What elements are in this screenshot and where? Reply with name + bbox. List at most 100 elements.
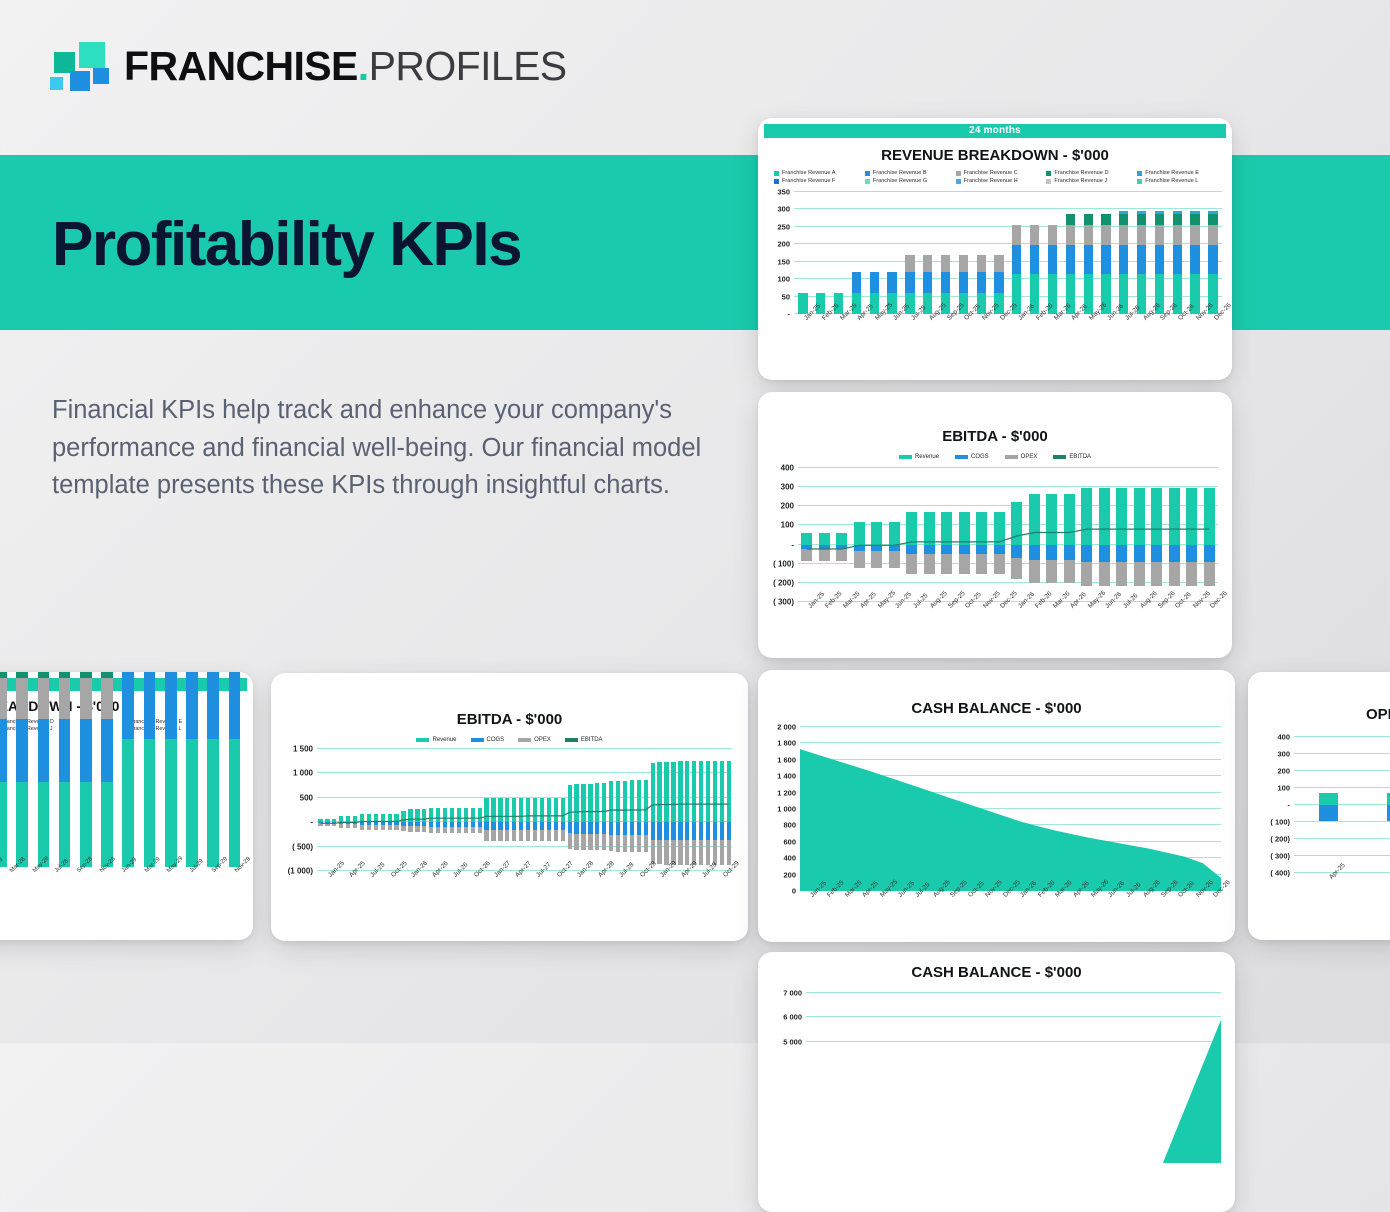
bar-segment	[1012, 245, 1021, 274]
legend-label: Franchise Revenue G	[873, 178, 927, 184]
area-series	[800, 727, 1221, 891]
brand-logo: FRANCHISE.PROFILES	[46, 40, 567, 92]
bar-column	[972, 192, 990, 314]
bar-segment	[80, 719, 92, 781]
legend-item: Franchise Revenue B	[859, 170, 950, 176]
legend-item: OPEX	[518, 737, 551, 743]
bar-column	[812, 192, 830, 314]
legend-item: Franchise Revenue J	[1040, 178, 1131, 184]
logo-word-light: PROFILES	[369, 43, 567, 89]
y-axis-tick-label: -	[788, 310, 791, 319]
legend-swatch	[1137, 179, 1142, 184]
card-opex-partial[interactable]: OPE ( 400)( 300)( 200)( 100)-10020030040…	[1248, 672, 1390, 940]
bar-column	[139, 739, 160, 867]
legend-swatch	[774, 171, 779, 176]
bar-segment	[994, 255, 1003, 272]
legend-swatch	[956, 171, 961, 176]
legend-label: Revenue	[915, 454, 939, 460]
card-revenue-breakdown-24m[interactable]: 24 months REVENUE BREAKDOWN - $'000 Fran…	[758, 118, 1232, 380]
bar-segment	[1190, 214, 1199, 226]
legend-label: Franchise Revenue B	[873, 170, 927, 176]
ebitda-line-series	[317, 749, 732, 871]
bar-segment	[1137, 225, 1146, 245]
legend-label: Franchise Revenue J	[1054, 178, 1107, 184]
bar-segment	[16, 719, 28, 781]
bar-segment	[1190, 225, 1199, 245]
bar-segment	[1084, 225, 1093, 245]
bar-column	[990, 192, 1008, 314]
bar-segment	[1137, 245, 1146, 274]
legend-item: Franchise Revenue F	[768, 178, 859, 184]
bar-segment	[80, 782, 92, 867]
legend-swatch	[518, 738, 531, 742]
bar-column	[54, 739, 75, 867]
y-axis-tick-label: 500	[300, 793, 313, 802]
bar-segment	[207, 739, 219, 867]
bar-segment	[1119, 245, 1128, 274]
bar-column	[1079, 192, 1097, 314]
y-axis-tick-label: ( 300)	[1270, 852, 1290, 861]
bar-segment	[1208, 214, 1217, 226]
y-axis-tick-label: -	[310, 818, 313, 827]
bar-column	[1168, 192, 1186, 314]
chart-title: OPE	[1248, 706, 1390, 723]
card-revenue-breakdown-5y[interactable]: 5 years REAKDOWN - $'000 Franchise Reven…	[0, 672, 253, 940]
legend-item: Franchise Revenue D	[1040, 170, 1131, 176]
bar-segment	[1208, 245, 1217, 274]
bar-column	[203, 739, 224, 867]
y-axis-tick-label: ( 100)	[1270, 818, 1290, 827]
legend-item: Franchise Revenue A	[768, 170, 859, 176]
legend-label: EBITDA	[1069, 454, 1091, 460]
y-axis-tick-label: ( 200)	[1270, 835, 1290, 844]
legend-swatch	[955, 455, 968, 459]
bar-segment	[1048, 245, 1057, 274]
y-axis-tick-label: 7 000	[783, 989, 802, 998]
y-axis-tick-label: 6 000	[783, 1013, 802, 1022]
y-axis-tick-label: 0	[792, 887, 796, 896]
bar-segment	[38, 782, 50, 867]
y-axis-tick-label: 300	[1277, 750, 1290, 759]
y-axis-tick-label: 400	[1277, 733, 1290, 742]
legend-label: COGS	[487, 737, 505, 743]
y-axis-tick-label: 100	[1277, 784, 1290, 793]
bar-column	[0, 739, 12, 867]
bar-segment	[229, 672, 241, 739]
legend-item: Franchise Revenue L	[1131, 178, 1222, 184]
bar-column	[1061, 192, 1079, 314]
bar-segment	[1084, 214, 1093, 226]
y-axis-tick-label: 600	[783, 837, 796, 846]
bar-column	[1008, 192, 1026, 314]
bar-segment	[923, 255, 932, 272]
ebitda-line-series	[798, 468, 1218, 602]
bar-column	[830, 192, 848, 314]
bar-segment	[144, 739, 156, 867]
bar-segment	[798, 293, 807, 314]
bar-segment	[1208, 225, 1217, 245]
bar-segment	[1173, 245, 1182, 274]
chart-title: CASH BALANCE - $'000	[758, 700, 1235, 717]
y-axis-tick-label: ( 400)	[1270, 869, 1290, 878]
bar-series	[794, 192, 1222, 314]
y-axis-tick-label: 2 000	[777, 723, 796, 732]
bar-segment	[1190, 245, 1199, 274]
bar-segment	[905, 255, 914, 272]
bar-segment	[905, 272, 914, 293]
legend-item: Franchise Revenue H	[950, 178, 1041, 184]
bar-column	[919, 192, 937, 314]
bar-segment	[1173, 225, 1182, 245]
legend-label: Franchise Revenue F	[782, 178, 835, 184]
y-axis-tick-label: (1 000)	[288, 867, 313, 876]
bar-column	[1133, 192, 1151, 314]
legend-label: Franchise Revenue C	[964, 170, 1018, 176]
bar-segment	[122, 672, 134, 739]
bar-series	[1294, 737, 1390, 873]
legend-label: Franchise Revenue D	[1054, 170, 1108, 176]
legend-label: Franchise Revenue E	[1145, 170, 1199, 176]
